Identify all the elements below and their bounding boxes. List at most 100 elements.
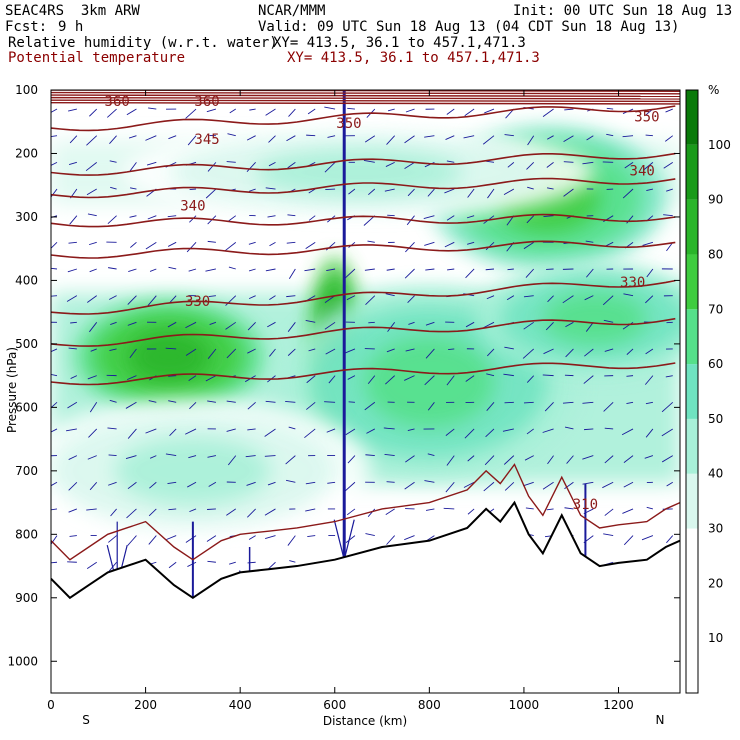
wind-vector: [427, 188, 435, 197]
wind-vector: [547, 295, 554, 303]
wind-vector: [188, 455, 197, 459]
wind-vector: [248, 241, 256, 245]
wind-vector: [106, 108, 117, 118]
wind-vector: [129, 215, 137, 218]
wind-vector: [185, 321, 197, 329]
theta-line-350: [51, 152, 676, 176]
wind-vector: [245, 455, 256, 458]
wind-vector: [523, 241, 534, 250]
wind-vector: [366, 428, 376, 434]
wind-vector: [504, 346, 514, 350]
wind-vector: [51, 295, 58, 297]
wind-vector: [69, 215, 78, 225]
wind-vector: [268, 161, 276, 167]
wind-vector: [324, 321, 336, 330]
wind-vector: [226, 161, 236, 163]
wind-vector: [485, 428, 495, 438]
rh-blob-core: [114, 436, 271, 506]
wind-vector: [248, 295, 256, 300]
wind-vector: [506, 295, 515, 301]
wind-vector: [387, 322, 396, 332]
wind-vector: [68, 347, 77, 350]
wind-vector: [67, 268, 77, 273]
wind-vector: [68, 161, 77, 165]
wind-vector: [265, 268, 276, 272]
wind-vector: [446, 375, 455, 386]
wind-vector: [565, 348, 574, 358]
wind-vector: [602, 481, 614, 489]
wind-vector: [623, 293, 634, 297]
wind-vector: [507, 162, 515, 168]
wind-vector: [646, 506, 654, 510]
wind-vector: [503, 455, 515, 465]
wind-vector: [51, 481, 58, 487]
wind-vector: [306, 375, 316, 384]
wind-vector: [265, 400, 276, 403]
wind-vector: [264, 508, 276, 516]
wind-vector: [269, 241, 276, 247]
y-tick-label: 600: [15, 400, 38, 414]
wind-vector: [185, 535, 197, 543]
wind-vector: [564, 426, 574, 430]
wind-vector: [267, 481, 276, 486]
wind-vector: [169, 428, 177, 437]
wind-vector: [542, 374, 554, 377]
wind-vector: [507, 268, 514, 271]
wind-vector: [387, 108, 395, 112]
wind-vector: [663, 161, 674, 169]
wind-vector: [108, 535, 117, 543]
wind-vector: [51, 108, 58, 113]
theta-line-upper: [51, 94, 680, 98]
wind-vector: [466, 215, 475, 219]
wind-vector: [407, 428, 415, 431]
wind-vector: [622, 135, 634, 138]
wind-vector: [385, 508, 395, 516]
wind-vector: [464, 108, 475, 117]
wind-vector: [86, 561, 97, 569]
colorbar-tick-label: 60: [708, 357, 723, 371]
wind-vector: [563, 161, 574, 163]
wind-vector: [87, 455, 97, 460]
wind-vector: [582, 401, 594, 404]
wind-vector: [425, 508, 435, 511]
wind-vector: [485, 160, 495, 163]
wind-vector: [108, 267, 117, 270]
wind-vector: [525, 507, 534, 510]
wind-vector: [445, 135, 455, 140]
wind-vector: [286, 135, 296, 142]
wind-vector: [128, 268, 137, 272]
wind-vector: [523, 295, 534, 298]
wind-vector: [523, 321, 534, 330]
wind-vector: [404, 135, 415, 144]
wind-vector: [367, 508, 376, 518]
wind-vector: [368, 321, 375, 324]
wind-vector: [547, 135, 554, 140]
wind-vector: [364, 268, 375, 271]
wind-vector: [626, 401, 634, 404]
wind-vector: [168, 375, 177, 377]
wind-vector: [225, 295, 237, 306]
wind-vector: [304, 268, 316, 272]
fcst-value: 9 h: [58, 19, 84, 35]
wind-vector: [404, 268, 415, 279]
wind-vector: [51, 161, 58, 166]
wind-vector: [423, 215, 435, 219]
wind-vector: [168, 561, 177, 569]
wind-vector: [288, 268, 296, 279]
wind-vector: [386, 481, 395, 483]
wind-vector: [645, 428, 654, 438]
wind-vector: [665, 135, 674, 142]
wind-vector: [444, 188, 455, 194]
y-tick-label: 500: [15, 337, 38, 351]
field1-xy: XY= 413.5, 36.1 to 457.1,471.3: [273, 35, 526, 51]
y-tick-label: 200: [15, 146, 38, 160]
wind-vector: [247, 401, 256, 410]
wind-vector: [345, 428, 356, 436]
wind-vector: [485, 268, 495, 271]
wind-vector: [304, 428, 316, 439]
field1-label: Relative humidity (w.r.t. water): [8, 35, 278, 51]
wind-vector: [267, 215, 276, 218]
colorbar-tick-label: 50: [708, 412, 723, 426]
wind-vector: [666, 535, 674, 544]
theta-line-340: [51, 213, 676, 228]
